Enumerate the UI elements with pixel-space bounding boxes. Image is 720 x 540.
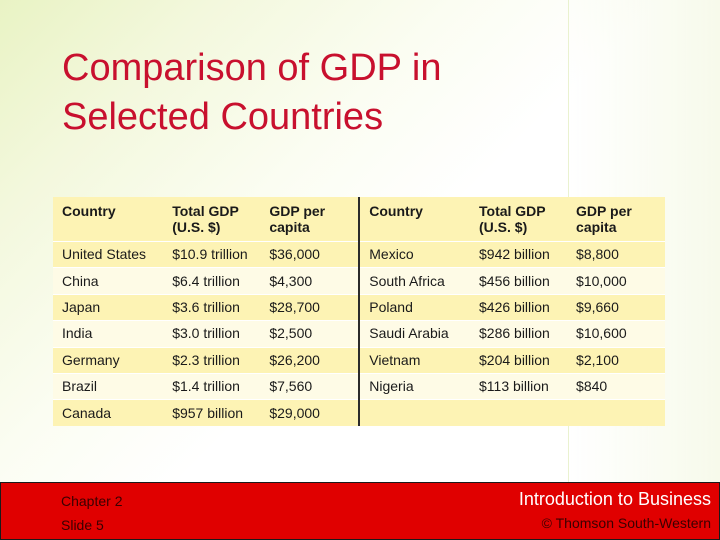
cell-gdp-per-capita: $4,300: [260, 267, 360, 295]
header-country: Country: [358, 197, 470, 242]
cell-country: United States: [53, 240, 164, 268]
cell-gdp-per-capita: $28,700: [260, 293, 360, 321]
header-total-gdp: Total GDP (U.S. $): [470, 197, 568, 242]
cell-country: India: [53, 320, 164, 348]
table-header-row: Country Total GDP (U.S. $) GDP per capit…: [53, 197, 665, 242]
cell-country: Poland: [358, 293, 470, 321]
cell-total-gdp: [470, 399, 568, 426]
slide-info: Chapter 2 Slide 5: [61, 489, 122, 537]
cell-gdp-per-capita: $7,560: [260, 372, 360, 400]
cell-total-gdp: $10.9 trillion: [163, 240, 261, 268]
cell-total-gdp: $957 billion: [163, 399, 261, 426]
chapter-label: Chapter 2: [61, 493, 123, 509]
table-row: Japan $3.6 trillion $28,700 Poland $426 …: [53, 293, 665, 321]
course-title: Introduction to Business: [518, 489, 711, 509]
cell-gdp-per-capita: $2,100: [567, 346, 665, 374]
cell-total-gdp: $1.4 trillion: [163, 372, 261, 400]
table-row: Brazil $1.4 trillion $7,560 Nigeria $113…: [53, 372, 665, 400]
cell-country: Vietnam: [358, 346, 470, 374]
header-country: Country: [53, 197, 164, 242]
table-row: India $3.0 trillion $2,500 Saudi Arabia …: [53, 320, 665, 348]
table-row: China $6.4 trillion $4,300 South Africa …: [53, 267, 665, 295]
footer-bar: Chapter 2 Slide 5 Introduction to Busine…: [0, 482, 720, 540]
cell-gdp-per-capita: $9,660: [567, 293, 665, 321]
cell-country: Saudi Arabia: [358, 320, 470, 348]
cell-total-gdp: $113 billion: [470, 372, 568, 400]
cell-country: Brazil: [53, 372, 164, 400]
cell-gdp-per-capita: $2,500: [260, 320, 360, 348]
cell-gdp-per-capita: $26,200: [260, 346, 360, 374]
title-line-2: Selected Countries: [62, 96, 384, 138]
cell-gdp-per-capita: $840: [567, 372, 665, 400]
table-row: Canada $957 billion $29,000: [53, 399, 665, 426]
cell-total-gdp: $456 billion: [470, 267, 568, 295]
copyright-text: © Thomson South-Western: [541, 515, 711, 531]
cell-country: [358, 399, 470, 426]
cell-gdp-per-capita: [567, 399, 665, 426]
cell-country: Nigeria: [358, 372, 470, 400]
cell-gdp-per-capita: $10,600: [567, 320, 665, 348]
slide-title: Comparison of GDP in Selected Countries: [62, 44, 622, 142]
header-gdp-per-capita: GDP per capita: [567, 197, 665, 242]
cell-total-gdp: $204 billion: [470, 346, 568, 374]
cell-country: China: [53, 267, 164, 295]
cell-gdp-per-capita: $36,000: [260, 240, 360, 268]
table-row: United States $10.9 trillion $36,000 Mex…: [53, 240, 665, 268]
table-row: Germany $2.3 trillion $26,200 Vietnam $2…: [53, 346, 665, 374]
cell-country: South Africa: [358, 267, 470, 295]
header-total-gdp: Total GDP (U.S. $): [163, 197, 261, 242]
cell-gdp-per-capita: $29,000: [260, 399, 360, 426]
title-line-1: Comparison of GDP in: [62, 47, 442, 89]
cell-total-gdp: $3.6 trillion: [163, 293, 261, 321]
gdp-comparison-table: Country Total GDP (U.S. $) GDP per capit…: [53, 197, 665, 426]
cell-total-gdp: $3.0 trillion: [163, 320, 261, 348]
slide-number: Slide 5: [61, 517, 104, 533]
cell-gdp-per-capita: $10,000: [567, 267, 665, 295]
cell-country: Canada: [53, 399, 164, 426]
cell-total-gdp: $6.4 trillion: [163, 267, 261, 295]
cell-country: Germany: [53, 346, 164, 374]
cell-country: Mexico: [358, 240, 470, 268]
cell-total-gdp: $2.3 trillion: [163, 346, 261, 374]
header-gdp-per-capita: GDP per capita: [260, 197, 360, 242]
cell-country: Japan: [53, 293, 164, 321]
cell-total-gdp: $426 billion: [470, 293, 568, 321]
cell-total-gdp: $286 billion: [470, 320, 568, 348]
cell-gdp-per-capita: $8,800: [567, 240, 665, 268]
course-info: Introduction to Business © Thomson South…: [519, 487, 711, 535]
cell-total-gdp: $942 billion: [470, 240, 568, 268]
